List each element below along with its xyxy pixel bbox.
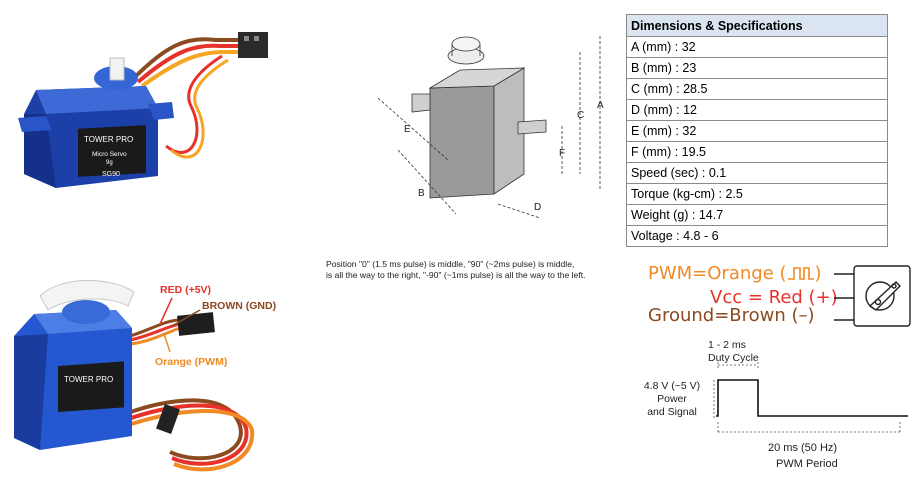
signal-and-signal: and Signal [647,406,697,418]
signal-power: Power [657,393,687,405]
dim-letter-e: E [404,124,411,135]
wiring-arrows [159,297,201,353]
pwm-legend-pwm: PWM=Orange () [648,263,822,284]
duty-label: Duty Cycle [708,352,759,364]
spec-row: D (mm) : 12 [626,99,888,121]
servo-photo-top: TOWER PRO Micro Servo 9g SG90 [18,32,268,188]
spec-row: Voltage : 4.8 - 6 [626,225,888,247]
signal-voltage-block: 4.8 V (~5 V) Power and Signal [632,380,712,419]
duty-range: 1 - 2 ms [708,339,746,351]
spec-table-title: Dimensions & Specifications [626,14,888,37]
signal-voltage: 4.8 V (~5 V) [643,380,701,392]
pwm-legend-pwm-text: PWM=Orange ( [648,263,787,284]
pwm-legend-pwm-close: ) [814,263,822,284]
dim-letter-c: C [577,110,584,121]
micro-servo-text: Micro Servo [92,151,127,158]
spec-table: Dimensions & Specifications A (mm) : 32 … [626,14,888,247]
dim-letter-d: D [534,202,541,213]
pwm-legend-gnd: Ground=Brown (–) [648,305,815,326]
period-label: PWM Period [776,458,838,470]
dim-letter-b: B [418,188,425,199]
red-wire-label: RED (+5V) [160,284,212,296]
dimension-drawing: A B C D E F [377,36,604,219]
model-text: SG90 [102,171,120,178]
dim-letter-f: F [559,148,565,159]
brand-text-2: TOWER PRO [64,375,113,384]
spec-row: Speed (sec) : 0.1 [626,162,888,184]
brown-wire-label: BROWN (GND) [202,300,277,312]
spec-row: A (mm) : 32 [626,36,888,58]
position-note-line2: is all the way to the right, "-90" (~1ms… [326,270,586,280]
spec-row: B (mm) : 23 [626,57,888,79]
orange-wire-label: Orange (PWM) [155,356,228,368]
dim-letter-a: A [597,100,604,111]
spec-row: Torque (kg-cm) : 2.5 [626,183,888,205]
pulse-icon [787,267,814,280]
brand-text: TOWER PRO [84,135,133,144]
period-value: 20 ms (50 Hz) [768,442,838,454]
spec-row: F (mm) : 19.5 [626,141,888,163]
position-note-line1: Position "0" (1.5 ms pulse) is middle, "… [326,259,575,269]
pwm-waveform [713,362,908,434]
spec-row: Weight (g) : 14.7 [626,204,888,226]
pwm-legend-vcc: Vcc = Red (+) [710,287,838,308]
spec-row: C (mm) : 28.5 [626,78,888,100]
servo-wiring-photo: TOWER PRO [14,279,255,472]
weight-text: 9g [106,160,113,166]
spec-row: E (mm) : 32 [626,120,888,142]
position-note: Position "0" (1.5 ms pulse) is middle, "… [326,259,586,281]
servo-symbol [834,265,911,327]
